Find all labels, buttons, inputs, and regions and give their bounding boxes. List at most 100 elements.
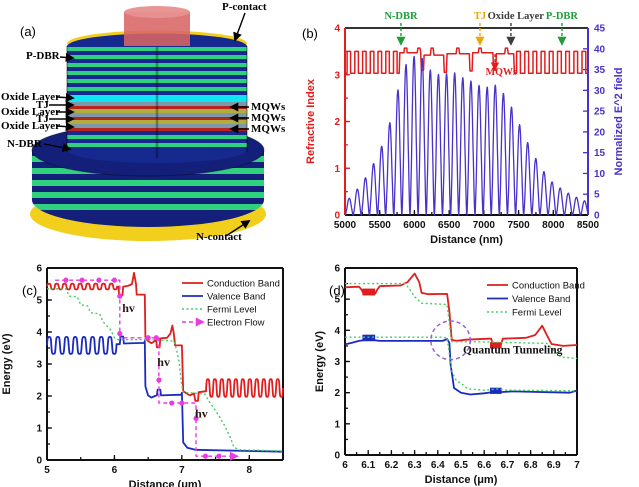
svg-text:6: 6: [112, 465, 118, 476]
svg-text:10: 10: [594, 169, 606, 180]
svg-text:15: 15: [594, 148, 606, 159]
svg-text:6.7: 6.7: [500, 460, 514, 471]
svg-text:Fermi Level: Fermi Level: [512, 308, 562, 319]
hv-label: hv: [195, 406, 208, 420]
fermi-level-lower-line: [345, 336, 578, 392]
panel-a: (a) P-DBR Oxide Layer TJ Oxide Layer TJ …: [0, 0, 300, 258]
label-p-dbr: P-DBR: [26, 50, 60, 62]
svg-text:Energy (eV): Energy (eV): [315, 331, 326, 392]
svg-text:45: 45: [594, 24, 606, 35]
axes: 5 6 7 8 0 1 2 3 4 5 6: [36, 264, 284, 476]
panel-d-chart: 6 6.1 6.2 6.3 6.4 6.5 6.6 6.7 6.8 6.9 7 0 1 2 3 4 5 6 Dist…: [315, 264, 585, 487]
panel-b-tag: (b): [302, 26, 318, 41]
svg-text:6000: 6000: [403, 220, 426, 231]
svg-text:6.2: 6.2: [384, 460, 398, 471]
legend: Conduction Band Valence Band Fermi Level: [487, 281, 585, 319]
svg-text:0: 0: [36, 456, 42, 467]
electron-dot: [117, 293, 123, 299]
label-mqws-3: MQWs: [251, 123, 286, 135]
svg-text:7: 7: [179, 465, 185, 476]
svg-text:6.1: 6.1: [361, 460, 375, 471]
tunnel-circle: [430, 320, 472, 361]
label-mqws-2: MQWs: [251, 112, 286, 124]
hv-label: hv: [157, 355, 170, 369]
svg-text:Energy (eV): Energy (eV): [1, 333, 13, 394]
electron-dot: [216, 453, 222, 459]
electron-dot: [179, 400, 185, 406]
panel-c: 5 6 7 8 0 1 2 3 4 5 6 Distance (μm) Energy (eV) Condu…: [0, 255, 330, 487]
svg-text:1: 1: [36, 424, 42, 435]
svg-text:Conduction Band: Conduction Band: [512, 281, 585, 292]
conduction-band-line: [344, 272, 578, 348]
svg-text:6.8: 6.8: [524, 460, 538, 471]
callout-arrow: [233, 12, 246, 42]
label-oxide-layer-3: Oxide Layer: [1, 120, 60, 132]
svg-text:35: 35: [594, 65, 606, 76]
svg-text:40: 40: [594, 44, 606, 55]
svg-text:Refractive Index: Refractive Index: [305, 78, 317, 164]
svg-text:Fermi Level: Fermi Level: [207, 305, 257, 316]
svg-text:4: 4: [334, 326, 340, 337]
axes: 6 6.1 6.2 6.3 6.4 6.5 6.6 6.7 6.8 6.9 7 0 1 2 3 4 5 6: [334, 264, 580, 472]
svg-text:5000: 5000: [334, 220, 357, 231]
svg-text:Valence Band: Valence Band: [207, 292, 265, 303]
annotation-tj: TJ: [474, 11, 486, 22]
callout-arrow: [43, 143, 72, 153]
band-block: [490, 387, 502, 394]
svg-text:25: 25: [594, 107, 606, 118]
svg-text:2: 2: [334, 117, 340, 128]
svg-text:Distance (nm): Distance (nm): [430, 234, 503, 246]
label-oxide-layer-1: Oxide Layer: [1, 91, 60, 103]
svg-text:5: 5: [36, 296, 42, 307]
electron-dot: [145, 335, 151, 341]
svg-text:3: 3: [334, 357, 340, 368]
callout-arrow: [225, 220, 251, 237]
annotation-mqws: MQWs: [486, 67, 517, 78]
svg-text:5: 5: [594, 190, 600, 201]
svg-text:5: 5: [44, 465, 50, 476]
svg-text:30: 30: [594, 86, 606, 97]
panel-c-chart: 5 6 7 8 0 1 2 3 4 5 6 Distance (μm) Energy (eV) Condu…: [1, 264, 284, 487]
svg-text:8500: 8500: [577, 220, 600, 231]
svg-text:5: 5: [334, 295, 340, 306]
svg-text:3: 3: [334, 70, 340, 81]
callout-arrow: [55, 122, 75, 132]
electron-dot: [193, 415, 199, 421]
hv-label: hv: [122, 301, 135, 315]
svg-text:Electron Flow: Electron Flow: [207, 318, 265, 329]
label-mqws-1: MQWs: [251, 101, 286, 113]
svg-text:Distance (μm): Distance (μm): [129, 479, 202, 487]
svg-text:4: 4: [334, 24, 340, 35]
electron-dot: [202, 453, 209, 459]
valence-band-line: [46, 335, 284, 453]
fermi-level-upper-line: [345, 282, 578, 360]
annotation-p_dbr: P-DBR: [546, 11, 578, 22]
svg-text:8: 8: [247, 465, 253, 476]
svg-text:2: 2: [36, 392, 42, 403]
svg-text:5500: 5500: [369, 220, 392, 231]
panel-b-chart: 5000 5500 6000 6500 7000 7500 8000 850001234051…: [305, 11, 625, 246]
panel-a-tag: (a): [20, 24, 36, 39]
svg-text:6500: 6500: [438, 220, 461, 231]
svg-text:Distance (μm): Distance (μm): [425, 474, 498, 486]
svg-text:1: 1: [334, 164, 340, 175]
electron-dot: [153, 335, 159, 341]
label-p-contact: P-contact: [222, 1, 267, 13]
svg-text:6.4: 6.4: [431, 460, 445, 471]
electron-dot: [63, 277, 69, 283]
mesa-body: [67, 47, 247, 163]
legend: Conduction Band Valence Band Fermi Level El…: [182, 279, 280, 329]
label-oxide-layer-2: Oxide Layer: [1, 106, 60, 118]
svg-text:0: 0: [594, 211, 600, 222]
normalized-e2-field-line: [344, 55, 589, 216]
svg-text:Conduction Band: Conduction Band: [207, 279, 280, 290]
svg-text:0: 0: [334, 211, 340, 222]
callout-arrow: [55, 93, 75, 103]
band-block: [362, 288, 376, 296]
panel-d-tag: (d): [329, 283, 345, 298]
electron-dot: [96, 277, 102, 283]
svg-text:6.6: 6.6: [477, 460, 491, 471]
electron-dot: [169, 400, 175, 406]
svg-text:2: 2: [334, 388, 340, 399]
svg-text:6.3: 6.3: [408, 460, 422, 471]
